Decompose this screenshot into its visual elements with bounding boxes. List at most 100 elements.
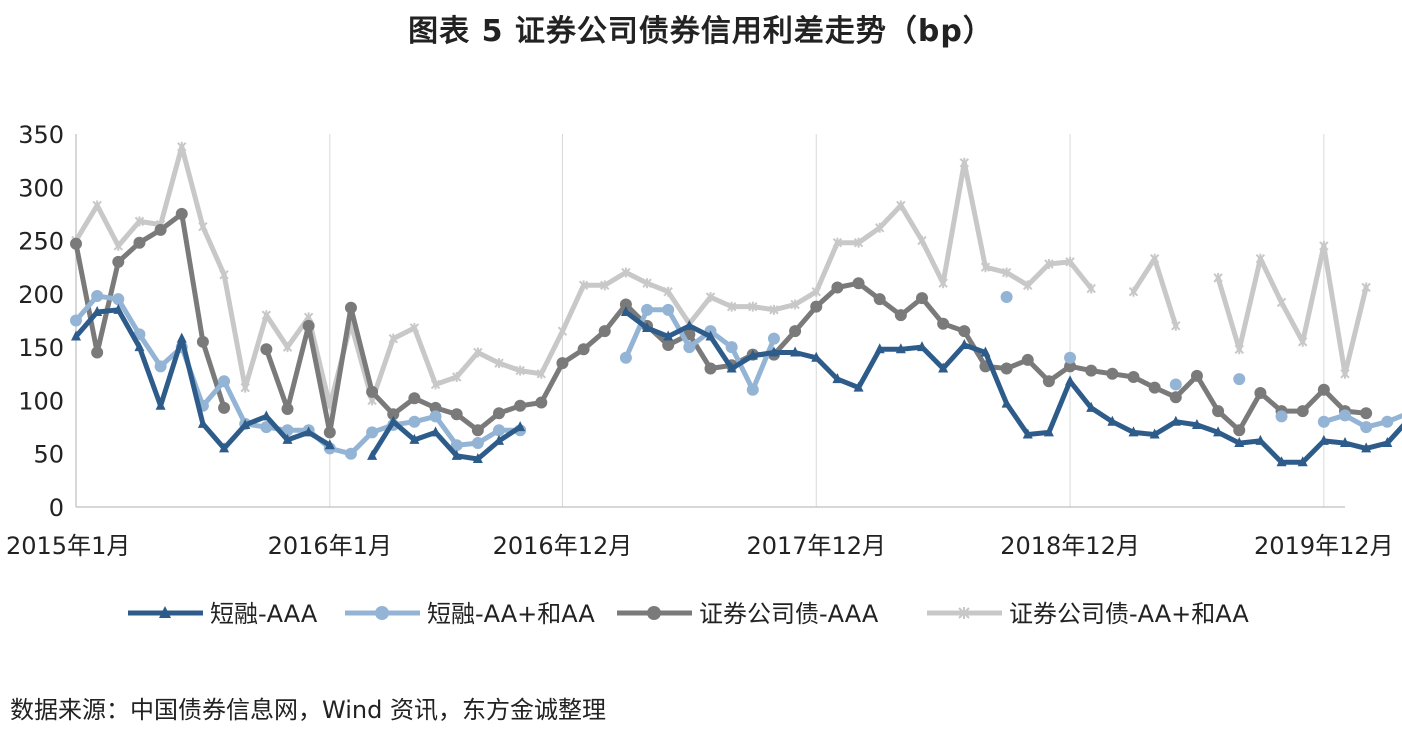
data-point-marker	[344, 447, 357, 460]
data-point-marker	[704, 362, 717, 375]
data-point-marker	[1382, 437, 1393, 448]
data-point-marker	[494, 434, 504, 445]
data-point-marker	[1297, 336, 1308, 347]
x-tick-label: 2018年12月	[1000, 532, 1140, 560]
data-point-marker	[684, 319, 695, 330]
data-point-marker	[874, 343, 885, 354]
data-point-marker	[811, 351, 822, 362]
data-point-marker	[219, 442, 230, 453]
data-point-marker	[282, 433, 293, 444]
data-point-marker	[725, 341, 738, 354]
legend-label: 短融-AA+和AA	[427, 600, 595, 628]
series-3	[71, 141, 1371, 411]
data-point-marker	[663, 286, 673, 297]
data-point-marker	[493, 407, 505, 420]
data-point-marker	[134, 341, 145, 352]
data-point-marker	[175, 207, 188, 220]
data-point-marker	[1212, 405, 1225, 418]
data-point-marker	[958, 607, 970, 619]
data-point-marker	[1169, 378, 1182, 391]
data-point-marker	[155, 399, 166, 410]
data-point-marker	[281, 402, 294, 415]
y-tick-label: 300	[18, 174, 64, 202]
data-point-marker	[323, 426, 336, 439]
data-point-marker	[619, 351, 632, 364]
data-point-marker	[366, 426, 379, 439]
data-point-marker	[619, 298, 632, 311]
data-point-marker	[1213, 426, 1224, 437]
data-point-marker	[218, 401, 231, 414]
data-point-marker	[387, 408, 400, 421]
chart-title: 图表 5 证券公司债券信用利差走势（bp）	[408, 14, 994, 49]
data-point-marker	[1000, 291, 1013, 304]
data-point-marker	[1361, 442, 1372, 453]
data-point-marker	[746, 383, 759, 396]
data-point-marker	[620, 305, 631, 316]
data-point-marker	[535, 396, 548, 409]
data-point-marker	[1064, 351, 1077, 364]
y-tick-label: 350	[18, 121, 64, 149]
x-tick-label: 2016年12月	[493, 532, 633, 560]
data-point-marker	[917, 235, 927, 246]
data-point-marker	[408, 392, 421, 405]
data-point-marker	[1317, 383, 1330, 396]
data-point-marker	[917, 341, 927, 352]
data-point-marker	[662, 303, 675, 316]
data-point-marker	[302, 319, 315, 332]
legend-label: 证券公司债-AA+和AA	[1009, 600, 1249, 628]
data-point-marker	[494, 358, 504, 369]
legend-item: 短融-AAA	[128, 600, 318, 628]
data-point-marker	[1043, 426, 1054, 437]
data-point-marker	[1360, 407, 1373, 420]
data-point-marker	[1255, 434, 1266, 445]
y-tick-label: 0	[49, 494, 64, 522]
data-point-marker	[471, 437, 484, 450]
data-point-marker	[450, 408, 463, 421]
x-tick-label: 2017年12月	[746, 532, 886, 560]
data-point-marker	[154, 360, 167, 373]
data-point-marker	[557, 326, 568, 337]
data-point-marker	[112, 255, 125, 268]
data-point-marker	[1086, 283, 1096, 294]
series-line	[623, 309, 1402, 465]
data-point-marker	[451, 371, 462, 382]
data-point-marker	[1297, 456, 1308, 467]
data-point-marker	[1044, 259, 1054, 270]
data-point-marker	[344, 301, 357, 314]
data-point-marker	[260, 343, 273, 356]
data-point-marker	[641, 303, 654, 316]
data-point-marker	[642, 321, 653, 332]
data-point-marker	[683, 341, 696, 354]
data-point-marker	[1296, 405, 1309, 418]
data-point-marker	[375, 606, 389, 620]
data-point-marker	[197, 417, 208, 428]
data-point-marker	[726, 362, 737, 373]
data-point-marker	[198, 221, 208, 232]
data-point-marker	[1064, 360, 1077, 373]
data-point-marker	[218, 375, 231, 388]
series-2	[70, 207, 1373, 439]
data-point-marker	[598, 325, 611, 338]
data-point-marker	[471, 424, 484, 437]
x-tick-label: 2015年1月	[6, 532, 130, 560]
data-point-marker	[324, 439, 335, 450]
data-point-marker	[1318, 434, 1329, 445]
data-point-marker	[133, 236, 146, 249]
data-point-marker	[240, 382, 250, 393]
data-point-marker	[663, 330, 674, 341]
data-point-marker	[874, 222, 885, 233]
data-point-marker	[261, 310, 272, 321]
data-point-marker	[938, 362, 949, 373]
data-point-marker	[1065, 256, 1075, 267]
data-point-marker	[790, 346, 801, 357]
data-point-marker	[260, 421, 273, 434]
data-point-marker	[388, 415, 399, 426]
data-point-marker	[873, 293, 886, 306]
data-point-marker	[159, 606, 171, 618]
data-point-marker	[429, 410, 442, 423]
data-point-marker	[472, 453, 483, 464]
data-point-marker	[1233, 424, 1246, 437]
data-point-marker	[768, 346, 779, 357]
data-point-marker	[1361, 282, 1371, 293]
